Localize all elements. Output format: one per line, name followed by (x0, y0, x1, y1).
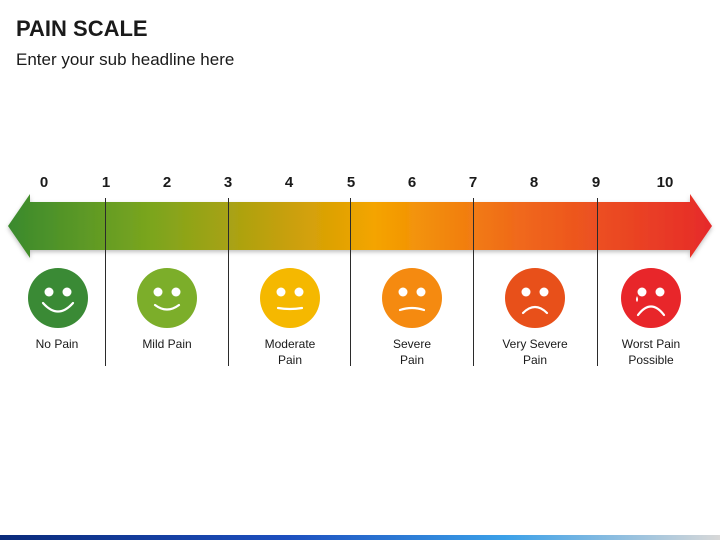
face-label-line2: Pain (277, 353, 303, 367)
scale-divider-1 (105, 198, 106, 366)
face-no-pain-icon (28, 268, 88, 328)
face-label-mild-pain: Mild Pain (112, 336, 222, 352)
face-label-worst-pain: Worst Pain Possible (596, 336, 706, 368)
scale-divider-3 (228, 198, 229, 366)
tick-label-7: 7 (468, 174, 478, 191)
page-title: PAIN SCALE (16, 16, 148, 41)
tick-label-4: 4 (284, 174, 294, 191)
face-label-line1: Very Severe (502, 337, 568, 351)
tick-label-3: 3 (223, 174, 233, 191)
tick-label-10: 10 (656, 174, 674, 191)
face-label-line2: Pain (399, 353, 425, 367)
face-label-line2: Pain (522, 353, 548, 367)
face-label-line1: Mild Pain (142, 337, 192, 351)
bottom-accent-bar (0, 535, 720, 540)
face-label-moderate-pain: Moderate Pain (235, 336, 345, 368)
face-moderate-pain-icon (260, 268, 320, 328)
tick-label-9: 9 (591, 174, 601, 191)
scale-divider-9 (597, 198, 598, 366)
tick-label-5: 5 (346, 174, 356, 191)
face-label-no-pain: No Pain (2, 336, 112, 352)
face-label-line1: Worst Pain (621, 337, 681, 351)
page-subtitle: Enter your sub headline here (16, 50, 235, 69)
scale-divider-7 (473, 198, 474, 366)
tick-label-2: 2 (162, 174, 172, 191)
face-worst-pain-icon (621, 268, 681, 328)
tick-label-6: 6 (407, 174, 417, 191)
face-label-very-severe-pain: Very Severe Pain (480, 336, 590, 368)
face-label-line2: Possible (628, 353, 674, 367)
face-label-line1: Severe (392, 337, 432, 351)
face-very-severe-pain-icon (505, 268, 565, 328)
face-label-line1: No Pain (35, 337, 79, 351)
face-label-line1: Moderate (264, 337, 316, 351)
face-severe-pain-icon (382, 268, 442, 328)
scale-arrow-body (8, 194, 712, 258)
face-label-severe-pain: Severe Pain (357, 336, 467, 368)
face-mild-pain-icon (137, 268, 197, 328)
tick-label-8: 8 (529, 174, 539, 191)
tick-label-1: 1 (101, 174, 111, 191)
scale-divider-5 (350, 198, 351, 366)
scale-arrow (8, 194, 712, 258)
tick-label-0: 0 (39, 174, 49, 191)
